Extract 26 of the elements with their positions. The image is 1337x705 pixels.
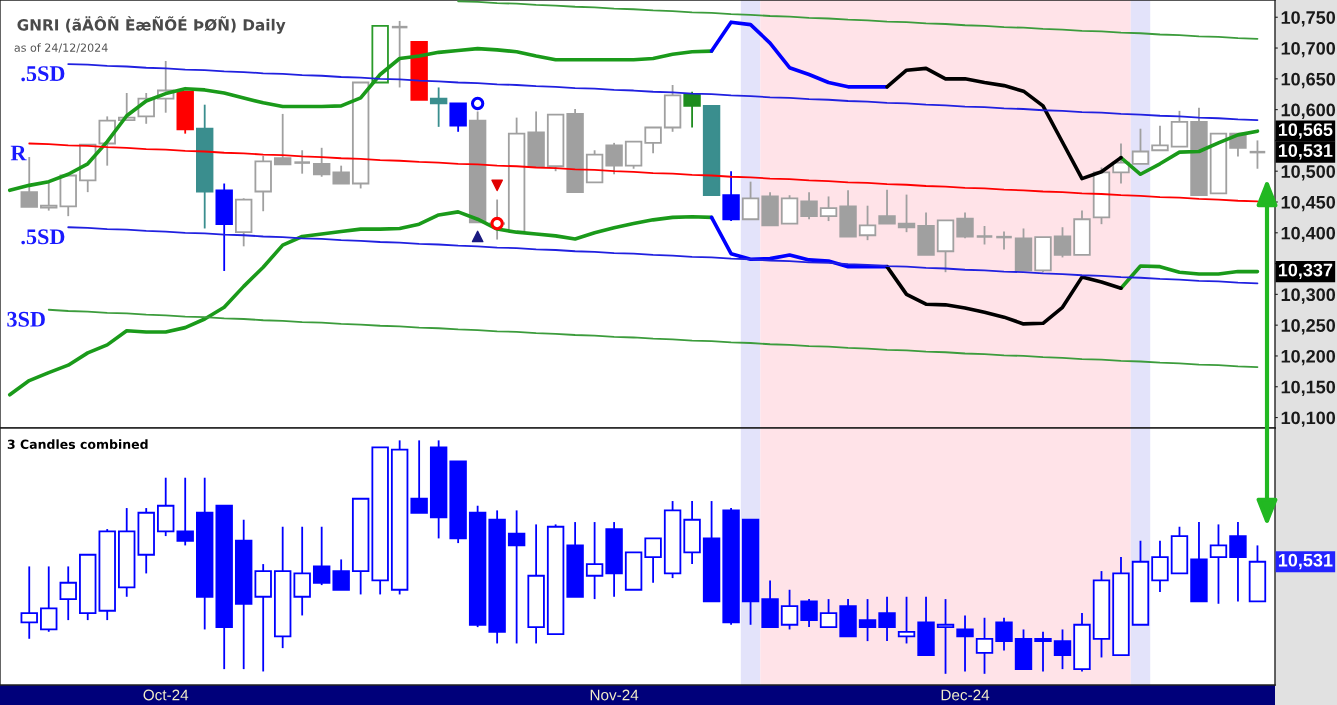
x-tick-label: Nov-24 (590, 689, 639, 701)
y-tick-label: 10,400 (1281, 226, 1336, 243)
text: 10,531 (1278, 144, 1333, 160)
text: 10,337 (1278, 263, 1333, 280)
chart-title: 3 Candles combined (7, 439, 148, 449)
y-tick-label: 10,500 (1281, 165, 1336, 181)
text: 10,531 (1278, 553, 1333, 570)
text: as of 24/12/2024 (14, 43, 108, 53)
y-tick-label: 10,300 (1281, 288, 1336, 304)
y-tick-label: 10,100 (1281, 411, 1336, 427)
x-tick-label: Dec-24 (941, 689, 990, 701)
y-tick-label: 10,750 (1281, 11, 1336, 27)
text: GNRI (ãÄÔÑ ÈæÑÕÉ ÞØÑ) Daily (17, 16, 286, 34)
series-label: .5SD (21, 66, 65, 82)
x-tick-label: Oct-24 (143, 689, 189, 701)
series-label: 3SD (7, 311, 45, 327)
y-tick-label: 10,450 (1281, 195, 1336, 212)
y-tick-label: 10,600 (1281, 103, 1336, 119)
y-tick-label: 10,200 (1281, 349, 1336, 366)
y-tick-label: 10,250 (1281, 319, 1336, 335)
y-tick-label: 10,700 (1281, 41, 1336, 58)
series-label: .5SD (21, 229, 65, 245)
y-tick-label: 10,150 (1281, 380, 1336, 397)
series-label: R (10, 145, 27, 161)
y-tick-label: 10,650 (1281, 72, 1336, 89)
text: 10,565 (1278, 123, 1333, 139)
